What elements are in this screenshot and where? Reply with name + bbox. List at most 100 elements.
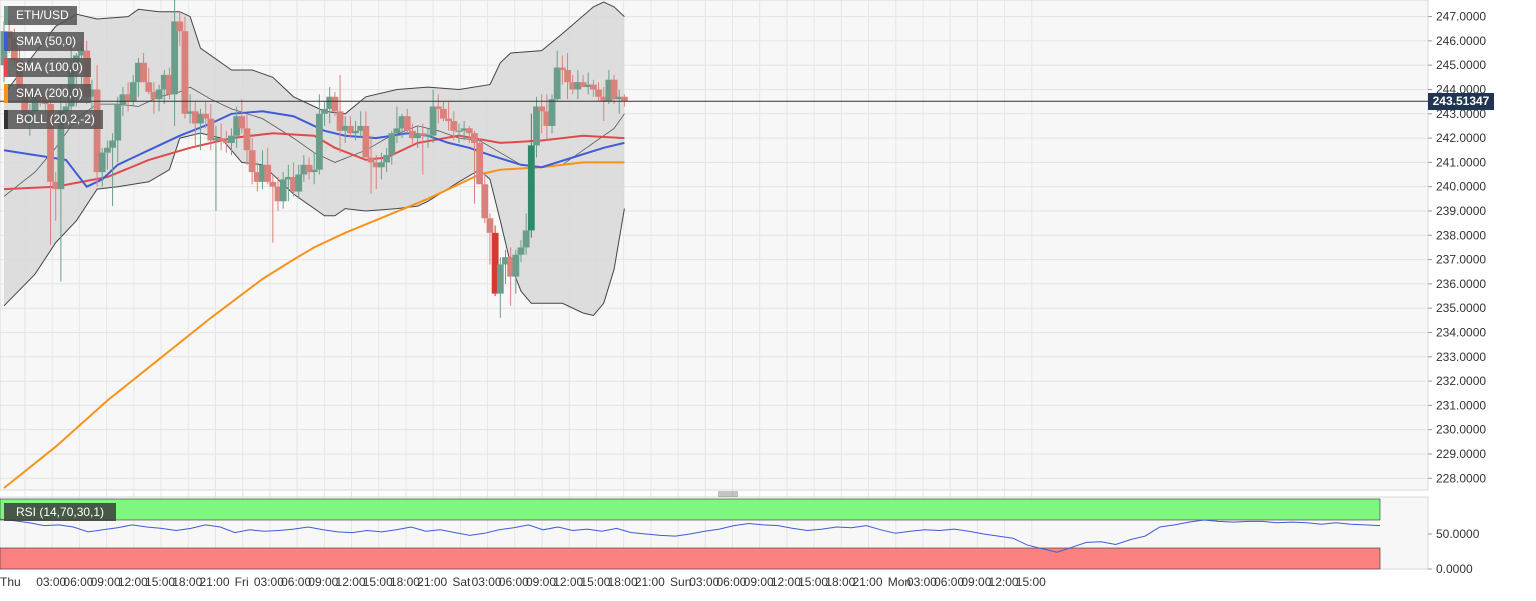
candle [331,91,339,117]
x-tick-label: 06:00 [499,575,529,589]
candle-body [543,111,551,126]
sma100-line [3,132,625,191]
candle [150,82,158,114]
candle-body [491,232,499,294]
legend-sma200[interactable]: SMA (200,0) [4,84,91,103]
candle-body [507,257,515,277]
x-tick-label: 21:00 [199,575,229,589]
x-tick-label: 15:00 [580,575,610,589]
candle [176,11,184,46]
candle-body [310,169,318,173]
candle [98,147,106,187]
candle-body [455,130,463,132]
candle [502,249,509,284]
candle-body [357,125,365,131]
y-tick-label: 238.0000 [1436,228,1486,242]
legend-sma100[interactable]: SMA (100,0) [4,58,91,77]
candle [517,240,525,263]
x-tick-label: 21:00 [853,575,883,589]
candle [321,101,328,126]
candle [589,79,597,97]
candle [362,111,370,158]
candle [476,138,484,185]
x-tick-label: 03:00 [689,575,719,589]
candle [600,87,608,122]
candle [248,138,256,185]
candle [197,108,204,151]
candle-body [486,218,494,233]
candle [290,162,297,197]
candle [522,213,530,255]
candle [124,82,132,112]
candle [403,108,411,134]
candle [233,106,241,148]
y-tick-label: 245.0000 [1436,58,1486,72]
candle-body [269,181,277,187]
x-tick-label: Sat [452,575,471,589]
candle [269,174,277,243]
current-price-tag: 243.51347 [1428,93,1494,111]
legend-symbol[interactable]: ETH/USD [4,6,77,25]
legend-boll[interactable]: BOLL (20,2,-2) [4,110,103,129]
candle-body [450,121,458,131]
candle-body [346,125,354,134]
candle-body [522,230,530,248]
candle [88,79,96,112]
rsi-legend[interactable]: RSI (14,70,30,1) [4,503,117,521]
pane-resize-handle[interactable] [718,491,738,497]
candle [383,147,390,173]
candle [300,155,308,182]
rsi-indicator: 50.0000 0.0000 [0,498,1480,576]
y-tick-label: 241.0000 [1436,155,1486,169]
candle-body [398,116,406,129]
candle [388,130,396,165]
candle [346,116,354,139]
x-tick-label: 12:00 [336,575,366,589]
y-tick-label: 232.0000 [1436,374,1486,388]
candle [160,70,168,105]
x-tick-label: 06:00 [716,575,746,589]
candle-body [124,94,132,102]
candle [279,172,287,209]
y-tick-label: 233.0000 [1436,350,1486,364]
candle [398,113,406,139]
candle-body [166,74,173,95]
candle-body [104,147,111,153]
candle [414,125,421,148]
candle-body [321,108,328,114]
candle-body [615,96,623,100]
y-tick-label: 240.0000 [1436,180,1486,194]
rsi-label-text: RSI (14,70,30,1) [16,505,105,519]
candle [352,121,359,141]
candle [486,213,494,265]
candle [145,67,153,95]
candle [553,50,561,102]
x-tick-label: Mon [888,575,911,589]
candle-body [171,21,179,95]
candle [455,123,463,143]
candle [217,123,225,151]
y-tick-label: 230.0000 [1436,423,1486,437]
candle-body [305,164,313,173]
candle-body [378,162,385,168]
candle-body [181,31,189,114]
candle-body [579,82,587,88]
candle [440,101,447,122]
candle-body [160,74,168,90]
candle [460,121,468,141]
rsi-tick-label: 50.0000 [1436,527,1480,541]
y-tick-label: 231.0000 [1436,398,1486,412]
candle-body [600,96,608,102]
candle-body [527,145,535,231]
candle [543,94,551,141]
candle-body [424,135,432,137]
candle [166,67,173,100]
candle-body [533,106,540,146]
legend-sma50[interactable]: SMA (50,0) [4,32,85,51]
candle-body [47,104,54,182]
candle-body [409,130,416,139]
candle-body [290,176,297,192]
